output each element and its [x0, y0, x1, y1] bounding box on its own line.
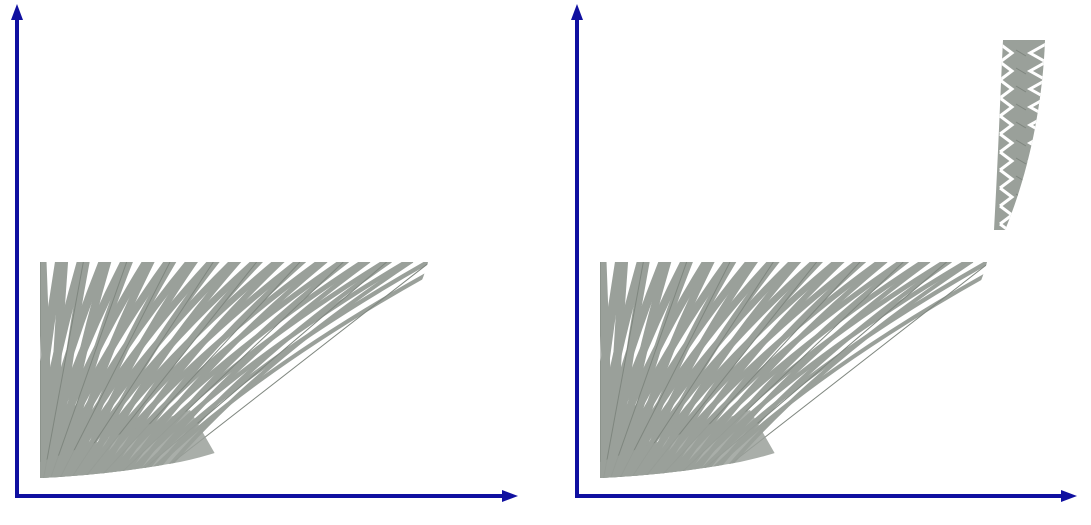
mesh-strand — [606, 262, 755, 478]
strip-gap — [999, 42, 1045, 64]
detached-strip — [994, 40, 1045, 230]
left-panel — [11, 4, 518, 502]
strip-gap — [999, 222, 1045, 230]
axes — [11, 4, 518, 502]
x-axis-arrow-icon — [1061, 490, 1077, 502]
strip-edge — [1015, 211, 1027, 219]
strip-edge — [1015, 139, 1027, 147]
x-axis-arrow-icon — [502, 490, 518, 502]
y-axis-arrow-icon — [571, 4, 583, 20]
lattice-mesh — [600, 262, 987, 478]
mesh-region — [600, 262, 987, 478]
mesh-strand — [46, 262, 195, 478]
lattice-mesh — [40, 262, 428, 478]
mesh-strand — [600, 262, 712, 478]
mesh-edge — [602, 262, 644, 478]
mesh-region — [40, 262, 428, 478]
mesh-strand — [601, 262, 734, 478]
strip-fill — [994, 40, 1045, 230]
mesh-strand — [41, 262, 174, 478]
mesh-edge — [609, 262, 688, 478]
strip-edge — [1015, 229, 1027, 230]
right-panel — [571, 4, 1077, 502]
strip-edge — [1015, 121, 1027, 129]
axes — [571, 4, 1077, 502]
strip-gap — [999, 60, 1045, 82]
strip-edge — [1015, 193, 1027, 201]
y-axis-arrow-icon — [11, 4, 23, 20]
detached-mesh-strip — [994, 40, 1045, 230]
strip-edge — [1015, 49, 1027, 57]
strip-edge — [1015, 85, 1027, 93]
strip-edge — [1015, 67, 1027, 75]
mesh-edge — [49, 262, 128, 478]
mesh-edge — [42, 262, 84, 478]
strip-edge — [1015, 103, 1027, 111]
mesh-strand — [40, 262, 152, 478]
strip-edge — [1015, 157, 1027, 165]
